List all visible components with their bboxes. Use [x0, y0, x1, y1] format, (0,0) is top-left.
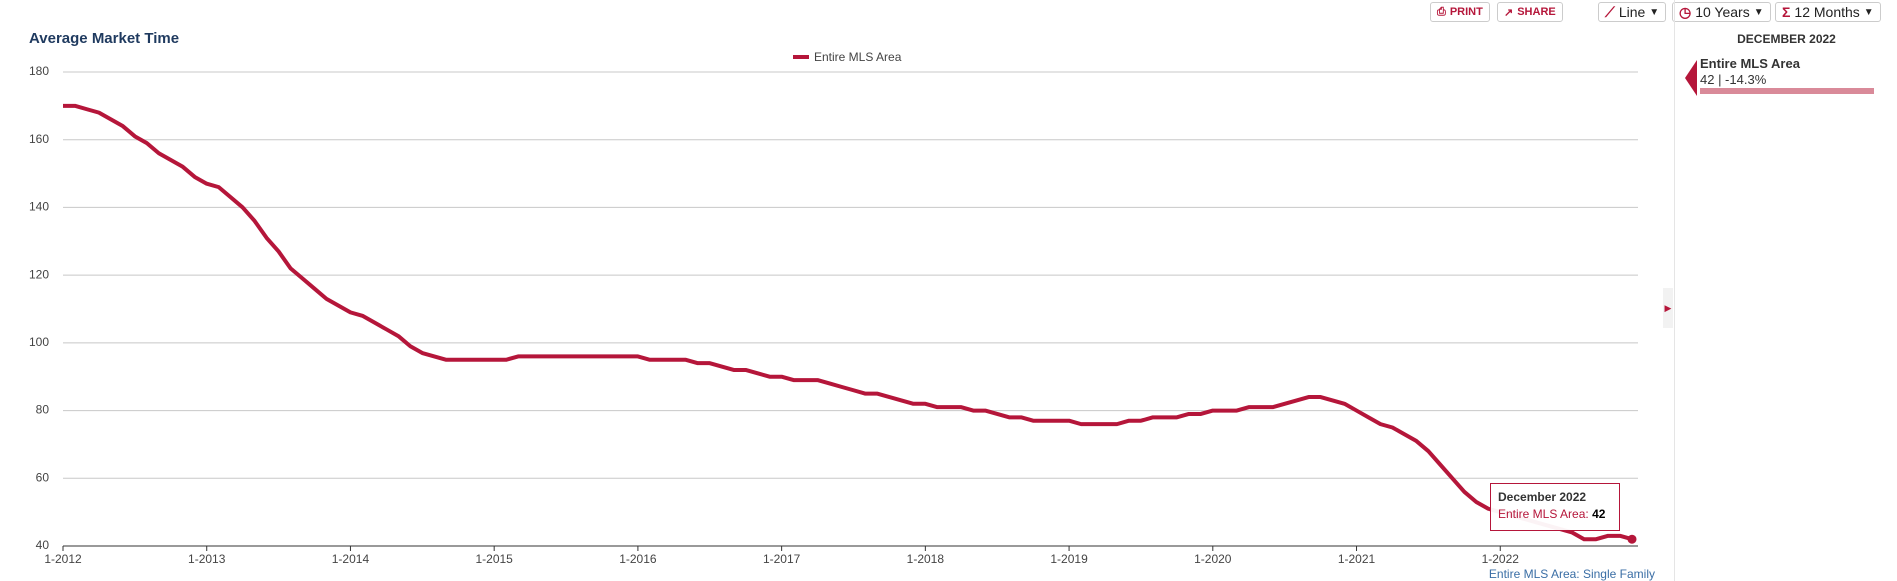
tooltip-title: December 2022: [1498, 490, 1587, 504]
x-tick-label: 1-2016: [619, 552, 657, 566]
period-label: 12 Months: [1794, 4, 1860, 20]
x-tick-label: 1-2022: [1482, 552, 1520, 566]
x-tick-label: 1-2018: [907, 552, 945, 566]
y-tick-label: 80: [36, 403, 50, 417]
y-tick-label: 100: [29, 335, 49, 349]
legend-label[interactable]: Entire MLS Area: [814, 50, 902, 64]
range-label: 10 Years: [1695, 4, 1750, 20]
legend-swatch: [793, 55, 809, 59]
end-point: [1627, 534, 1637, 544]
chart-type-label: Line: [1618, 4, 1646, 20]
print-label: PRINT: [1449, 6, 1483, 18]
x-tick-label: 1-2019: [1050, 552, 1088, 566]
panel-bar: [1700, 88, 1874, 94]
chart: Average Market Time Entire MLS Area Enti…: [29, 30, 1655, 581]
share-button[interactable]: ↗ SHARE: [1497, 2, 1563, 22]
panel-name: Entire MLS Area: [1700, 56, 1800, 71]
x-tick-label: 1-2012: [44, 552, 82, 566]
series-line: [63, 103, 1633, 542]
share-label: SHARE: [1517, 6, 1556, 18]
print-button[interactable]: ⎙ PRINT: [1430, 2, 1490, 22]
x-tick-label: 1-2017: [763, 552, 801, 566]
chart-title: Average Market Time: [29, 30, 179, 47]
side-panel: DECEMBER 2022 Entire MLS Area 42 | -14.3…: [1674, 0, 1897, 581]
y-tick-label: 180: [29, 64, 49, 78]
y-tick-label: 140: [29, 200, 49, 214]
footer: Entire MLS Area: Single Family: [1489, 567, 1655, 581]
panel-toggle[interactable]: ▶: [1663, 288, 1673, 328]
y-tick-label: 60: [36, 470, 50, 484]
tooltip: December 2022 Entire MLS Area: 42: [1490, 483, 1620, 531]
y-tick-label: 120: [29, 267, 49, 281]
panel-heading: DECEMBER 2022: [1737, 32, 1836, 46]
x-tick-label: 1-2015: [475, 552, 513, 566]
y-tick-label: 160: [29, 132, 49, 146]
x-tick-label: 1-2013: [188, 552, 226, 566]
range-dropdown[interactable]: ◷ 10 Years ▼: [1672, 2, 1771, 22]
period-dropdown[interactable]: Σ 12 Months ▼: [1775, 2, 1881, 22]
x-tick-label: 1-2020: [1194, 552, 1232, 566]
y-tick-label: 40: [36, 538, 50, 552]
tooltip-value: 42: [1592, 507, 1606, 521]
x-tick-label: 1-2014: [332, 552, 370, 566]
x-tick-label: 1-2021: [1338, 552, 1376, 566]
tooltip-label: Entire MLS Area:: [1498, 507, 1589, 521]
panel-arrow: [1685, 60, 1697, 96]
chart-type-dropdown[interactable]: ⟋ Line ▼: [1598, 2, 1667, 22]
panel-detail: 42 | -14.3%: [1700, 72, 1767, 87]
